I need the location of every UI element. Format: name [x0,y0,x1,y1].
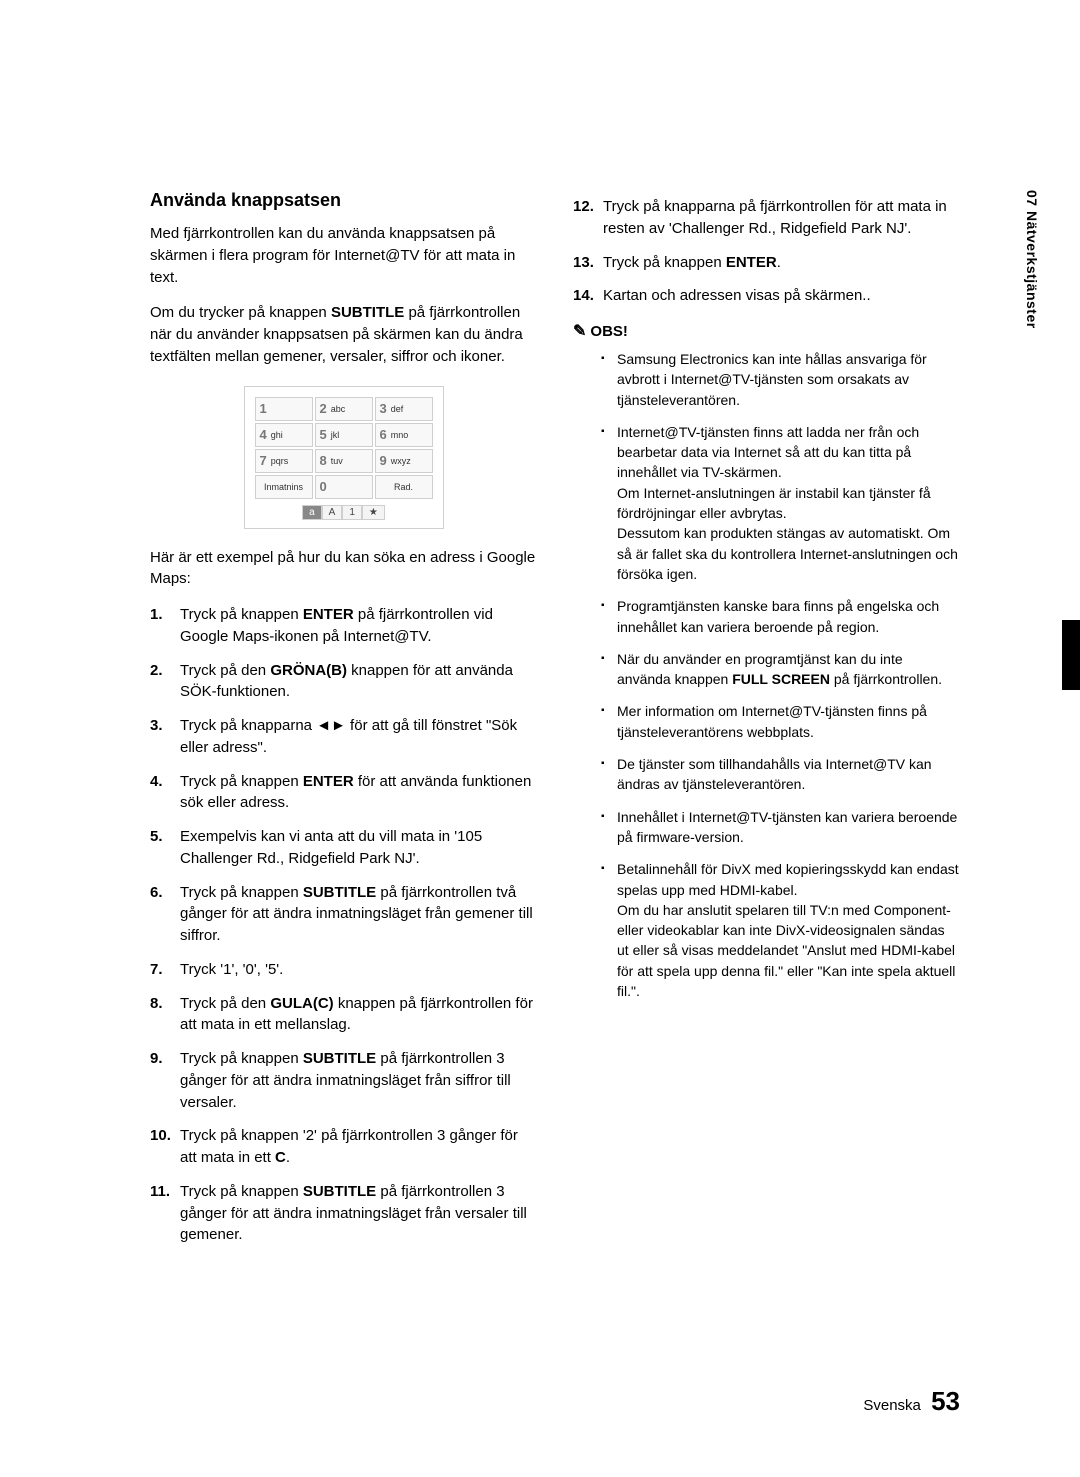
step-9: Tryck på knappen SUBTITLE på fjärrkontro… [150,1048,537,1113]
key-del: Rad. [375,475,433,499]
key-1: 1 [255,397,313,421]
text: Om du trycker på knappen [150,304,331,321]
step-12: Tryck på knapparna på fjärrkontrollen fö… [573,196,960,240]
note-3: Programtjänsten kanske bara finns på eng… [601,596,960,637]
step-5: Exempelvis kan vi anta att du vill mata … [150,826,537,870]
step-14: Kartan och adressen visas på skärmen.. [573,285,960,307]
mode-star: ★ [362,505,385,520]
footer-lang: Svenska [863,1397,921,1414]
step-2: Tryck på den GRÖNA(B) knappen för att an… [150,660,537,704]
page-number: 53 [931,1386,960,1416]
section-title: Använda knappsatsen [150,190,537,211]
mode-a: a [302,505,322,520]
note-icon: ✎ [573,321,586,341]
key-9: 9wxyz [375,449,433,473]
note-5: Mer information om Internet@TV-tjänsten … [601,701,960,742]
step-10: Tryck på knappen '2' på fjärrkontrollen … [150,1125,537,1169]
step-11: Tryck på knappen SUBTITLE på fjärrkontro… [150,1181,537,1246]
step-8: Tryck på den GULA(C) knappen på fjärrkon… [150,993,537,1037]
key-6: 6mno [375,423,433,447]
key-4: 4ghi [255,423,313,447]
intro-para-2: Om du trycker på knappen SUBTITLE på fjä… [150,302,537,367]
left-column: Använda knappsatsen Med fjärrkontrollen … [150,190,537,1258]
step-4: Tryck på knappen ENTER för att använda f… [150,771,537,815]
key-2: 2abc [315,397,373,421]
obs-label: OBS! [590,323,628,340]
key-0: 0 [315,475,373,499]
obs-heading: ✎OBS! [573,321,960,341]
step-3: Tryck på knapparna ◄► för att gå till fö… [150,715,537,759]
note-4: När du använder en programtjänst kan du … [601,649,960,690]
page-footer: Svenska 53 [863,1386,960,1417]
note-8: Betalinnehåll för DivX med kopieringssky… [601,859,960,1001]
key-input: Inmatnins [255,475,313,499]
step-1: Tryck på knappen ENTER på fjärrkontrolle… [150,604,537,648]
note-1: Samsung Electronics kan inte hållas ansv… [601,349,960,410]
page-content: Använda knappsatsen Med fjärrkontrollen … [0,0,1080,1318]
step-13: Tryck på knappen ENTER. [573,252,960,274]
notes-list: Samsung Electronics kan inte hållas ansv… [573,349,960,1001]
keypad-mode-row: a A 1 ★ [255,505,433,520]
key-5: 5jkl [315,423,373,447]
key-8: 8tuv [315,449,373,473]
right-column: Tryck på knapparna på fjärrkontrollen fö… [573,190,960,1258]
step-6: Tryck på knappen SUBTITLE på fjärrkontro… [150,882,537,947]
note-7: Innehållet i Internet@TV-tjänsten kan va… [601,807,960,848]
steps-list: Tryck på knappen ENTER på fjärrkontrolle… [150,604,537,1246]
intro-para-1: Med fjärrkontrollen kan du använda knapp… [150,223,537,288]
mode-upper-a: A [322,505,343,520]
example-intro: Här är ett exempel på hur du kan söka en… [150,547,537,591]
key-3: 3def [375,397,433,421]
steps-list-cont: Tryck på knapparna på fjärrkontrollen fö… [573,196,960,307]
step-7: Tryck '1', '0', '5'. [150,959,537,981]
mode-1: 1 [342,505,362,520]
bold-subtitle: SUBTITLE [331,304,404,321]
note-6: De tjänster som tillhandahålls via Inter… [601,754,960,795]
keypad-illustration: 1 2abc 3def 4ghi 5jkl 6mno 7pqrs 8tuv 9w… [244,386,444,529]
note-2: Internet@TV-tjänsten finns att ladda ner… [601,422,960,584]
key-7: 7pqrs [255,449,313,473]
